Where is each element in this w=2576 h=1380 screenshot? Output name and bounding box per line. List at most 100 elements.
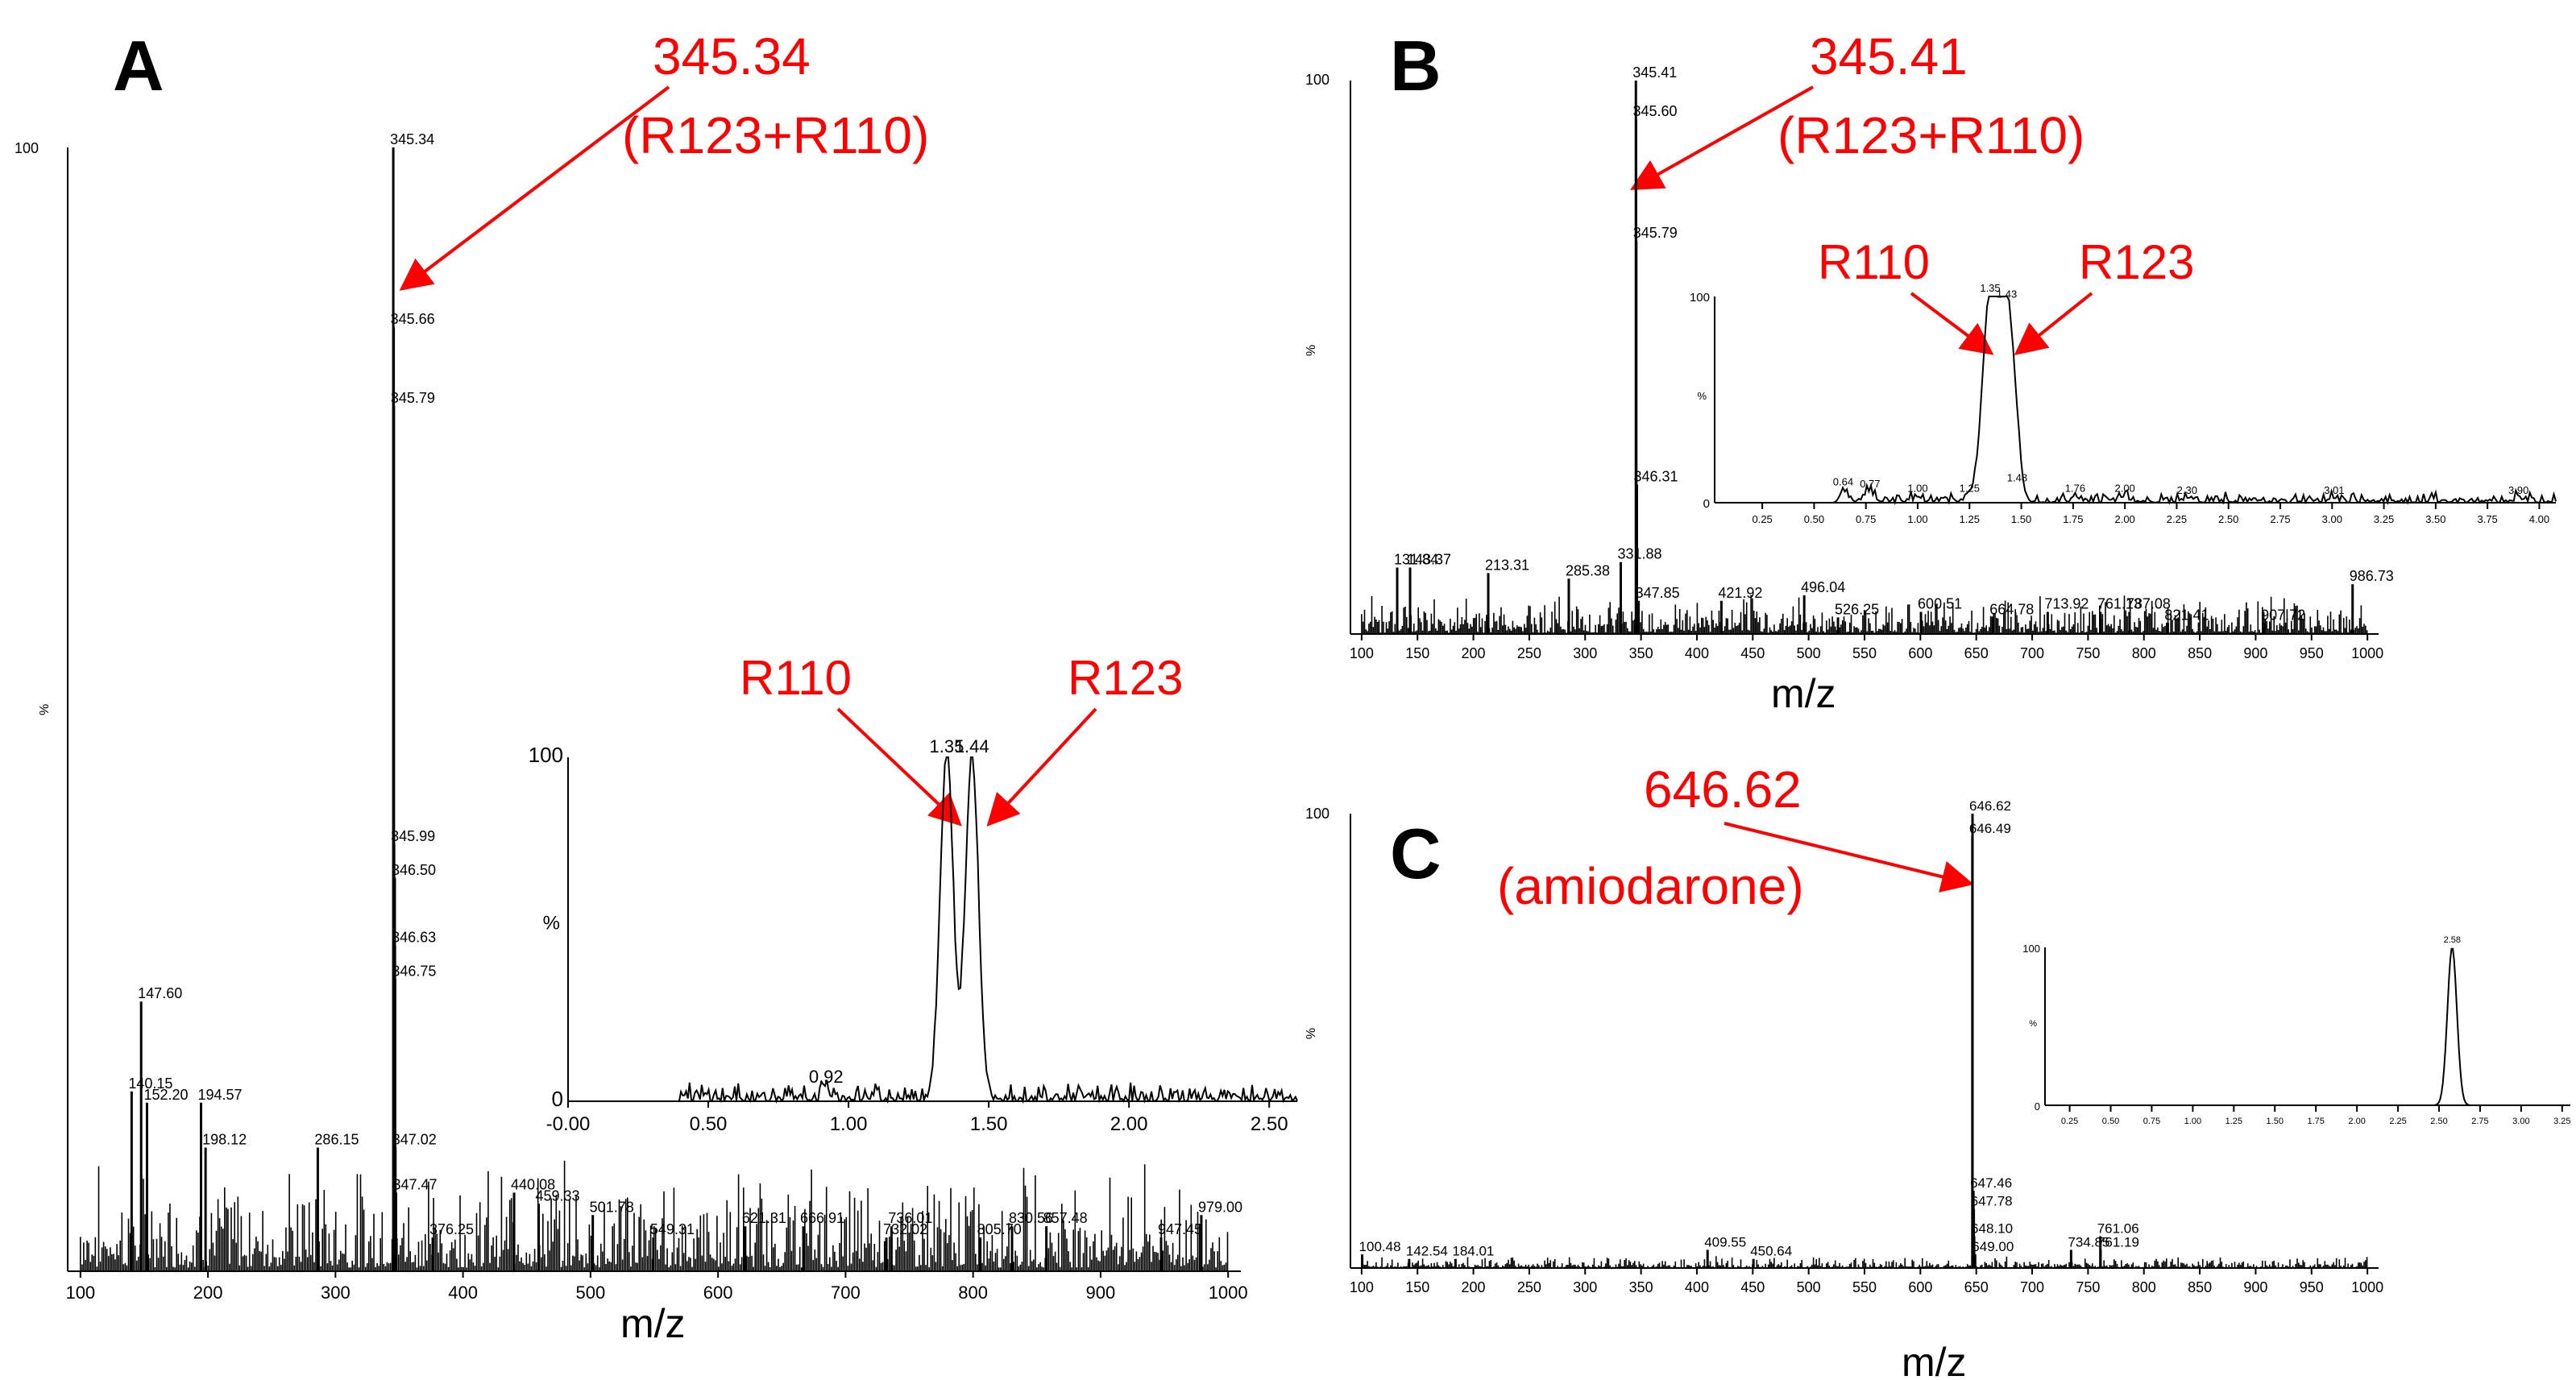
x-tick-label: 1.75	[2307, 1117, 2324, 1126]
x-tick-label: 1000	[2351, 645, 2383, 661]
c-anno-mz: 646.62	[1644, 760, 1802, 818]
peak-label: 907.72	[2261, 607, 2305, 623]
x-tick-label: 3.00	[2322, 513, 2342, 525]
b-anno-r123: R123	[2079, 235, 2194, 289]
peak-label: 376.25	[429, 1221, 474, 1237]
peak-label: 761.19	[2097, 1234, 2139, 1249]
x-tick-label: 2.00	[1110, 1113, 1148, 1135]
x-tick-label: 2.75	[2270, 513, 2290, 525]
x-tick-label: 1.25	[1960, 513, 1980, 525]
x-tick-label: 100	[1350, 645, 1374, 661]
noise-baseline	[80, 1160, 1229, 1271]
chart-b-spectrum: 100 150 200 250 300 350 400 450 500 550 600 650 700 7…	[1350, 64, 2394, 661]
peak-label: 732.02	[883, 1221, 927, 1237]
y-tick-label: 0	[1703, 497, 1710, 511]
x-tick-label: 900	[2243, 645, 2267, 661]
panel-b-y100: 100	[1305, 72, 1329, 88]
x-tick-label: 1.00	[2184, 1117, 2201, 1126]
x-tick-label: 350	[1629, 1279, 1653, 1295]
x-tick-label: 2.25	[2167, 513, 2187, 525]
x-tick-label: 800	[2132, 645, 2156, 661]
x-tick-label: 850	[2188, 645, 2212, 661]
chart-a-spectrum: 100 200 300 400 500 600 700 800 900 1000140.15147…	[65, 131, 1247, 1303]
x-tick-label: 600	[1908, 1279, 1932, 1295]
c-main-arrow	[1724, 822, 1974, 893]
x-tick-label: 600	[1908, 645, 1932, 661]
peak-label: 345.34	[390, 131, 434, 147]
peak-label: 1.00	[1907, 482, 1927, 494]
x-tick-label: 0.25	[2061, 1117, 2078, 1126]
x-tick-label: 400	[1685, 1279, 1709, 1295]
peak-label: 647.78	[1971, 1194, 2013, 1209]
noise-baseline	[1361, 1256, 2368, 1268]
panel-a-xlabel: m/z	[620, 1301, 686, 1346]
x-tick-label: 200	[1462, 645, 1486, 661]
peak-label: 285.38	[1566, 562, 1610, 578]
x-tick-label: 800	[2132, 1279, 2156, 1295]
a-inset-arrow-left	[836, 707, 962, 827]
peak-label: 347.85	[1636, 585, 1680, 601]
x-tick-label: 500	[1797, 1279, 1821, 1295]
peak-label: 100.48	[1359, 1239, 1401, 1254]
x-tick-label: 100	[65, 1283, 95, 1303]
a-anno-r110: R110	[740, 651, 852, 705]
peak-label: 346.31	[1633, 469, 1678, 485]
a-anno-mz: 345.34	[653, 27, 811, 85]
x-tick-label: 0.50	[2102, 1117, 2119, 1126]
x-tick-label: -0.00	[546, 1113, 591, 1135]
peak-label: 152.20	[143, 1087, 188, 1103]
x-tick-label: 0.50	[690, 1113, 728, 1135]
a-anno-compound: (R123+R110)	[622, 106, 929, 164]
peak-label: 713.92	[2044, 596, 2089, 612]
chromatogram-trace	[568, 756, 1298, 1104]
b-main-arrow	[1630, 85, 1814, 190]
a-anno-r123: R123	[1068, 651, 1183, 705]
x-tick-label: 200	[1462, 1279, 1486, 1295]
peak-label: 184.01	[1452, 1244, 1494, 1259]
panel-letter-b: B	[1390, 26, 1441, 106]
x-tick-label: 2.00	[2348, 1117, 2365, 1126]
x-tick-label: 1.50	[2011, 513, 2031, 525]
x-tick-label: 3.25	[2553, 1117, 2570, 1126]
x-tick-label: 950	[2300, 1279, 2324, 1295]
peak-label: 346.63	[392, 929, 436, 945]
x-tick-label: 850	[2188, 1279, 2212, 1295]
x-tick-label: 1.50	[970, 1113, 1008, 1135]
x-tick-label: 3.00	[2512, 1117, 2529, 1126]
x-tick-label: 700	[2020, 645, 2044, 661]
peak-label: 646.62	[1969, 798, 2011, 814]
peak-label: 664.78	[1989, 601, 2034, 617]
x-tick-label: 1.00	[830, 1113, 868, 1135]
a-main-arrow	[399, 85, 670, 291]
peak-label: 501.78	[590, 1199, 634, 1215]
peak-label: 3.90	[2508, 484, 2528, 496]
x-tick-label: 200	[193, 1283, 223, 1303]
x-tick-label: 150	[1405, 645, 1429, 661]
peak-label: 450.64	[1750, 1244, 1792, 1259]
b-anno-r110: R110	[1818, 235, 1930, 289]
x-tick-label: 600	[703, 1283, 733, 1303]
peak-label: 947.45	[1158, 1221, 1202, 1237]
x-tick-label: 100	[1350, 1279, 1374, 1295]
b-inset-arrow-left	[1910, 292, 1994, 355]
x-tick-label: 550	[1852, 645, 1877, 661]
peak-label: 409.55	[1704, 1234, 1746, 1249]
y-tick-label: 0	[552, 1087, 563, 1111]
x-tick-label: 1.25	[2225, 1117, 2242, 1126]
panel-c-y100: 100	[1305, 806, 1329, 822]
x-tick-label: 1000	[1209, 1283, 1248, 1303]
x-tick-label: 2.25	[2389, 1117, 2406, 1126]
peak-label: 736.01	[888, 1210, 932, 1226]
peak-label: 286.15	[314, 1132, 359, 1148]
peak-label: 600.51	[1918, 596, 1962, 612]
x-tick-label: 750	[2076, 1279, 2100, 1295]
y-tick-label: 100	[529, 743, 563, 767]
x-tick-label: 1.00	[1907, 513, 1927, 525]
chromatogram-trace	[1715, 296, 2557, 506]
peak-label: 648.10	[1971, 1221, 2013, 1237]
peak-label: 526.25	[1835, 601, 1879, 617]
x-tick-label: 2.75	[2471, 1117, 2488, 1126]
x-tick-label: 1.50	[2267, 1117, 2284, 1126]
peak-label: 787.08	[2126, 596, 2171, 612]
panel-a-ylabel: %	[38, 704, 52, 715]
